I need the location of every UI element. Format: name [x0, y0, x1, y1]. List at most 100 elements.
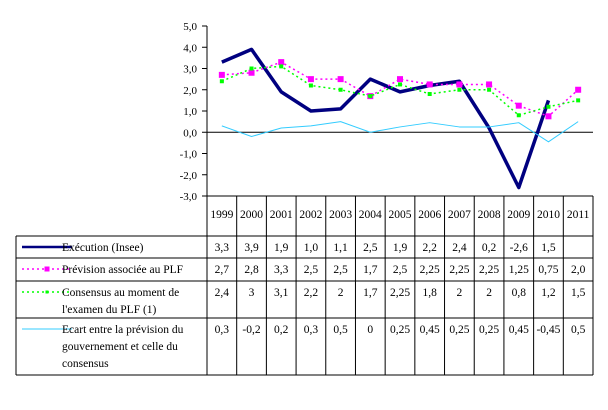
data-value: 1,8 — [423, 287, 438, 299]
legend-key-marker — [45, 290, 49, 294]
data-value: 1,7 — [363, 264, 378, 276]
data-value: 0,45 — [420, 324, 440, 336]
y-tick-label: 1,0 — [183, 106, 197, 118]
data-point — [338, 87, 343, 92]
data-point — [546, 104, 551, 109]
category-label: 2005 — [389, 209, 412, 221]
data-point — [487, 87, 492, 92]
data-point — [248, 69, 255, 76]
category-label: 2011 — [567, 209, 590, 221]
category-label: 2010 — [537, 209, 560, 221]
y-tick-label: -1,0 — [180, 149, 198, 161]
series-line — [221, 121, 579, 143]
data-value: 0,2 — [274, 324, 289, 336]
data-point — [575, 86, 582, 93]
data-point — [397, 76, 403, 83]
data-point — [456, 81, 463, 88]
category-label: 2009 — [507, 209, 530, 221]
data-value: -2,6 — [510, 242, 528, 254]
y-tick-label: -3,0 — [180, 191, 198, 203]
y-tick-label: -2,0 — [180, 170, 198, 182]
data-value: 2,5 — [363, 242, 378, 254]
data-point — [426, 81, 433, 88]
data-value: -0,45 — [536, 324, 560, 336]
series-label: Exécution (Insee) — [62, 242, 144, 254]
data-value: 3,1 — [274, 287, 289, 299]
category-label: 2006 — [418, 209, 441, 221]
data-value: 2,2 — [423, 242, 438, 254]
data-value: 2,4 — [452, 242, 467, 254]
series-2 — [219, 64, 581, 118]
data-point — [308, 83, 313, 88]
category-label: 2001 — [270, 209, 293, 221]
series-label: Consensus au moment de — [62, 287, 179, 299]
series-3 — [221, 121, 579, 143]
data-point — [307, 76, 314, 83]
series-label: Prévision associée au PLF — [62, 264, 183, 276]
data-point — [457, 87, 462, 92]
data-value: 0,25 — [479, 324, 499, 336]
data-point — [398, 82, 402, 87]
data-value: 3,3 — [274, 264, 289, 276]
data-value: 2,2 — [304, 287, 319, 299]
data-value: 3,9 — [244, 242, 259, 254]
data-value: 0 — [367, 324, 373, 336]
data-value: 1,25 — [509, 264, 529, 276]
category-label: 2008 — [478, 209, 501, 221]
series-label: gouvernement et celle du — [62, 341, 178, 353]
series-layer — [218, 47, 582, 190]
y-tick-label: 5,0 — [183, 21, 197, 33]
data-point — [279, 64, 284, 69]
y-tick-label: 0,0 — [183, 127, 197, 139]
data-value: 0,8 — [512, 287, 527, 299]
category-label: 2003 — [329, 209, 352, 221]
data-value: 0,25 — [390, 324, 410, 336]
data-value: 2 — [338, 287, 344, 299]
data-value: 2,5 — [304, 264, 319, 276]
data-value: 0,3 — [215, 324, 230, 336]
data-value: 3 — [249, 287, 255, 299]
data-point — [218, 71, 225, 78]
data-value: 2,4 — [215, 287, 230, 299]
data-value: 1,7 — [363, 287, 378, 299]
data-value: 0,3 — [304, 324, 319, 336]
category-label: 2004 — [359, 209, 382, 221]
data-point — [516, 113, 521, 118]
data-value: 1,9 — [274, 242, 289, 254]
data-value: -0,2 — [242, 324, 260, 336]
data-value: 1,5 — [541, 242, 556, 254]
y-tick-label: 3,0 — [183, 64, 197, 76]
data-value: 2 — [486, 287, 492, 299]
data-value: 2,7 — [215, 264, 230, 276]
data-value: 0,5 — [333, 324, 348, 336]
series-0 — [221, 47, 551, 190]
data-point — [219, 79, 224, 84]
data-point — [427, 92, 432, 96]
data-value: 0,2 — [482, 242, 497, 254]
data-point — [368, 94, 373, 99]
data-point — [576, 98, 581, 103]
data-value: 1,2 — [541, 287, 556, 299]
data-value: 2,0 — [571, 264, 586, 276]
data-value: 1,5 — [571, 287, 586, 299]
series-label: consensus — [62, 358, 109, 370]
category-label: 1999 — [210, 209, 233, 221]
data-point — [278, 59, 285, 66]
data-value: 3,3 — [215, 242, 230, 254]
y-tick-label: 4,0 — [183, 42, 197, 54]
data-point — [515, 102, 522, 109]
category-label: 2000 — [240, 209, 263, 221]
data-value: 2,25 — [390, 287, 410, 299]
series-line — [221, 61, 579, 118]
data-value: 0,75 — [538, 264, 558, 276]
data-point — [337, 76, 344, 83]
data-value: 0,5 — [571, 324, 586, 336]
y-axis-ticks: 5,0 4,0 3,0 2,0 1,0 0,0 -1,0 -2,0 -3,0 — [180, 21, 207, 203]
series-line — [221, 47, 551, 190]
data-value: 0,25 — [449, 324, 469, 336]
data-value: 2,5 — [393, 264, 408, 276]
series-label: Ecart entre la prévision du — [62, 324, 184, 336]
data-value: 1,9 — [393, 242, 408, 254]
data-table: 1999 2000 2001 2002 2003 2004 2005 2006 2007 2008… — [15, 195, 594, 376]
